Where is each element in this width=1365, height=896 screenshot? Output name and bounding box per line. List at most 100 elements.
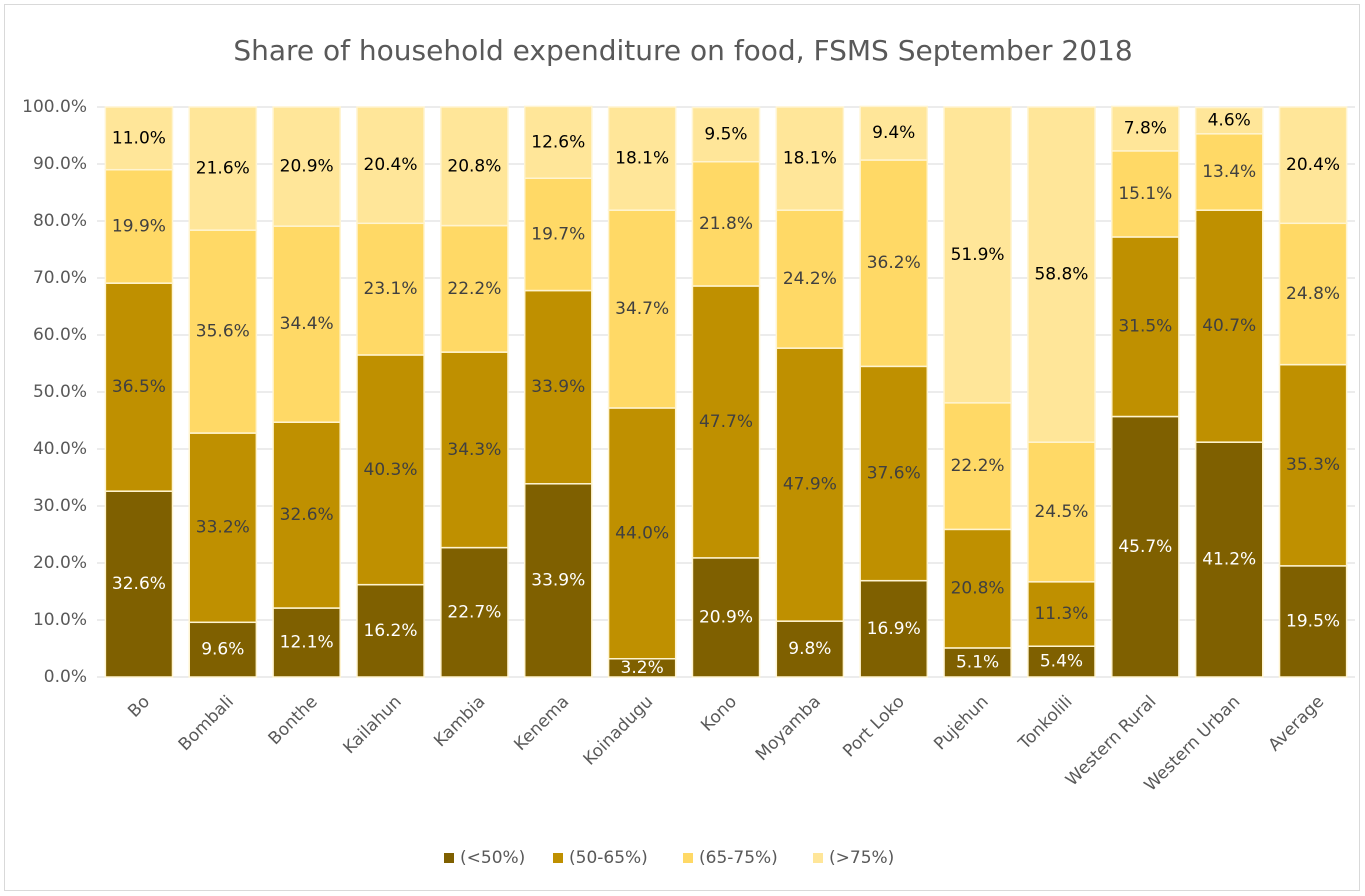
data-label: 20.4% bbox=[1286, 155, 1340, 175]
data-label: 58.8% bbox=[1034, 265, 1088, 285]
data-label: 36.5% bbox=[112, 377, 166, 397]
y-tick-label: 40.0% bbox=[33, 439, 87, 459]
legend-label: (>75%) bbox=[829, 848, 894, 868]
bar-segment bbox=[943, 106, 1012, 404]
data-label: 4.6% bbox=[1208, 111, 1251, 131]
data-label: 24.8% bbox=[1286, 284, 1340, 304]
data-label: 33.2% bbox=[196, 518, 250, 538]
legend-label: (<50%) bbox=[460, 848, 525, 868]
data-label: 41.2% bbox=[1202, 550, 1256, 570]
data-label: 34.4% bbox=[280, 314, 334, 334]
bar-segment bbox=[104, 282, 174, 492]
data-label: 23.1% bbox=[364, 279, 418, 299]
bar-segment bbox=[943, 528, 1012, 649]
data-label: 3.2% bbox=[621, 658, 664, 678]
data-label: 34.3% bbox=[447, 440, 501, 460]
bar-segment bbox=[104, 168, 174, 284]
legend-swatch bbox=[553, 853, 563, 863]
data-label: 7.8% bbox=[1124, 119, 1167, 139]
bar-segment bbox=[1194, 441, 1264, 678]
bar-segment bbox=[607, 407, 677, 660]
bar-segment bbox=[188, 229, 258, 434]
bar-segment bbox=[1027, 645, 1096, 678]
data-label: 13.4% bbox=[1202, 162, 1256, 182]
y-tick-label: 0.0% bbox=[44, 667, 87, 687]
bar-segment bbox=[1278, 222, 1348, 366]
data-label: 24.2% bbox=[783, 269, 837, 289]
data-label: 18.1% bbox=[615, 149, 669, 169]
data-label: 22.2% bbox=[951, 456, 1005, 476]
data-label: 15.1% bbox=[1118, 184, 1172, 204]
data-label: 31.5% bbox=[1118, 317, 1172, 337]
data-label: 51.9% bbox=[951, 245, 1005, 265]
y-tick-label: 70.0% bbox=[33, 268, 87, 288]
data-label: 47.7% bbox=[699, 412, 753, 432]
legend-swatch bbox=[813, 853, 823, 863]
data-label: 21.8% bbox=[699, 214, 753, 234]
data-label: 36.2% bbox=[867, 253, 921, 273]
bar-segment bbox=[523, 177, 593, 292]
bar-segment bbox=[691, 106, 761, 163]
bar-segment bbox=[1111, 415, 1180, 678]
bar-segment bbox=[691, 557, 761, 678]
bar-segment bbox=[356, 354, 425, 586]
bar-segment bbox=[1027, 441, 1096, 583]
bar-segment bbox=[523, 105, 593, 179]
data-label: 16.2% bbox=[364, 621, 418, 641]
data-label: 32.6% bbox=[112, 574, 166, 594]
data-label: 5.1% bbox=[956, 652, 999, 672]
bar-segment bbox=[188, 106, 258, 231]
data-label: 21.6% bbox=[196, 159, 250, 179]
bar-segment bbox=[272, 225, 341, 423]
data-label: 44.0% bbox=[615, 523, 669, 543]
data-label: 20.9% bbox=[699, 607, 753, 627]
bar-segment bbox=[691, 160, 761, 287]
data-label: 9.4% bbox=[872, 123, 915, 143]
bar-segment bbox=[775, 620, 845, 678]
bar-segment bbox=[1278, 565, 1348, 678]
data-label: 11.3% bbox=[1034, 604, 1088, 624]
bar-segment bbox=[1278, 106, 1348, 225]
data-label: 12.6% bbox=[531, 132, 585, 152]
bar-segment bbox=[104, 106, 174, 171]
bar-segment bbox=[775, 347, 845, 622]
data-label: 40.3% bbox=[364, 460, 418, 480]
bar-segment bbox=[1111, 236, 1180, 418]
bar-segment bbox=[943, 647, 1012, 678]
legend-swatch bbox=[683, 853, 693, 863]
bar-segment bbox=[440, 351, 509, 549]
bar-segment bbox=[943, 402, 1012, 531]
bar-segment bbox=[356, 106, 425, 225]
data-label: 22.2% bbox=[447, 279, 501, 299]
bar-segment bbox=[1111, 150, 1180, 238]
data-label: 20.8% bbox=[447, 156, 501, 176]
data-label: 32.6% bbox=[280, 505, 334, 525]
y-tick-label: 30.0% bbox=[33, 496, 87, 516]
data-label: 9.6% bbox=[201, 640, 244, 660]
bar-segment bbox=[272, 106, 341, 227]
data-label: 35.3% bbox=[1286, 455, 1340, 475]
data-label: 35.6% bbox=[196, 322, 250, 342]
y-tick-label: 100.0% bbox=[22, 97, 87, 117]
legend-swatch bbox=[444, 853, 454, 863]
bar-segment bbox=[775, 209, 845, 349]
chart-title: Share of household expenditure on food, … bbox=[233, 34, 1132, 67]
bar-segment bbox=[1027, 106, 1096, 443]
data-label: 19.9% bbox=[112, 216, 166, 236]
legend-label: (50-65%) bbox=[569, 848, 648, 868]
bar-segment bbox=[775, 106, 845, 211]
bar-segment bbox=[188, 432, 258, 624]
data-label: 11.0% bbox=[112, 128, 166, 148]
data-label: 18.1% bbox=[783, 149, 837, 169]
bar-segment bbox=[356, 222, 425, 356]
bar-segment bbox=[356, 583, 425, 678]
data-label: 22.7% bbox=[447, 602, 501, 622]
data-label: 45.7% bbox=[1118, 537, 1172, 557]
data-label: 5.4% bbox=[1040, 652, 1083, 672]
data-label: 37.6% bbox=[867, 464, 921, 484]
data-label: 20.4% bbox=[364, 155, 418, 175]
data-label: 20.9% bbox=[280, 157, 334, 177]
y-tick-label: 50.0% bbox=[33, 382, 87, 402]
